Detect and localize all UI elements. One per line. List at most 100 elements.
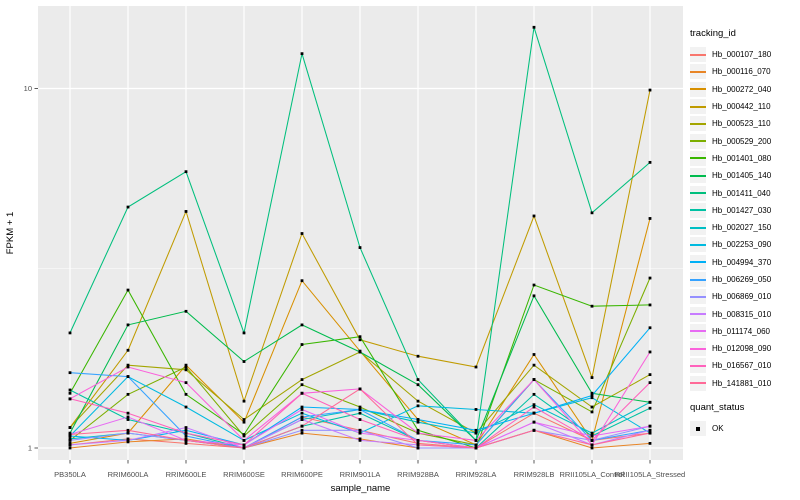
data-point xyxy=(242,399,246,403)
legend-item: Hb_000529_200 xyxy=(690,132,800,149)
y-axis-title: FPKM + 1 xyxy=(5,211,16,255)
data-point xyxy=(358,338,362,342)
data-point xyxy=(532,420,536,424)
data-point xyxy=(68,433,72,436)
data-point xyxy=(648,428,652,432)
data-point xyxy=(648,400,652,404)
legend-item: Hb_000442_110 xyxy=(690,98,800,115)
data-point xyxy=(590,394,594,397)
legend-item-label: Hb_008315_010 xyxy=(712,309,772,319)
data-point xyxy=(68,446,72,450)
legend-title-tracking-id: tracking_id xyxy=(690,28,736,39)
data-point xyxy=(242,438,246,442)
data-point xyxy=(648,88,652,92)
legend-key xyxy=(690,254,706,270)
legend-item-label: Hb_000442_110 xyxy=(712,102,771,112)
legend-item: Hb_001411_040 xyxy=(690,184,800,201)
data-point xyxy=(648,160,652,164)
legend-key xyxy=(690,289,706,305)
data-point xyxy=(126,323,130,327)
legend-key xyxy=(690,47,706,63)
legend-key xyxy=(690,272,706,287)
data-point xyxy=(242,331,246,335)
data-point xyxy=(648,406,652,410)
legend-item: Hb_002253_090 xyxy=(690,236,800,253)
legend-key xyxy=(690,116,706,132)
x-tick-label: RRIM600LE xyxy=(166,470,207,479)
data-point xyxy=(358,408,362,411)
data-point xyxy=(532,428,536,432)
data-point xyxy=(416,383,420,387)
data-point xyxy=(358,437,362,441)
data-point xyxy=(68,397,72,401)
data-point xyxy=(474,431,478,435)
data-point xyxy=(126,440,130,444)
legend-key-line xyxy=(690,330,706,333)
data-point xyxy=(68,391,72,395)
x-tick-label: RRIM600SE xyxy=(223,470,265,479)
data-point xyxy=(358,246,362,249)
data-point xyxy=(474,365,478,369)
legend-key-line xyxy=(690,174,706,177)
legend-item: Hb_008315_010 xyxy=(690,305,800,322)
data-point xyxy=(184,363,188,367)
legend-key xyxy=(690,375,706,391)
data-point xyxy=(68,426,72,429)
x-tick-label: RRIM901LA xyxy=(340,470,381,479)
data-point xyxy=(532,283,536,287)
data-point xyxy=(532,294,536,298)
data-point xyxy=(68,434,72,438)
legend-item-label: Hb_011174_060 xyxy=(712,326,770,336)
data-point xyxy=(184,368,188,372)
legend-key-line xyxy=(690,157,706,160)
data-point xyxy=(300,428,304,432)
legend-key-line xyxy=(690,278,706,281)
legend-item: Hb_001405_140 xyxy=(690,167,800,184)
data-point xyxy=(648,217,652,220)
data-point xyxy=(126,348,130,352)
data-point xyxy=(242,420,246,424)
legend-key-line xyxy=(690,122,706,125)
legend-key-line xyxy=(690,313,706,316)
legend-key-line xyxy=(690,364,706,367)
data-point xyxy=(590,434,594,438)
data-point xyxy=(126,411,130,415)
data-point xyxy=(68,441,72,445)
legend-item: Hb_000523_110 xyxy=(690,115,800,132)
data-point xyxy=(358,418,362,421)
legend-key xyxy=(690,237,706,253)
data-point xyxy=(126,375,130,378)
data-point xyxy=(242,360,246,363)
data-point xyxy=(416,441,420,445)
data-point xyxy=(358,350,362,354)
data-point xyxy=(242,433,246,436)
data-point xyxy=(590,396,594,400)
data-point xyxy=(358,438,362,442)
legend-item-label: Hb_016567_010 xyxy=(712,361,772,371)
data-point xyxy=(648,441,652,445)
data-point xyxy=(184,426,188,429)
data-point xyxy=(126,428,130,432)
data-point xyxy=(474,408,478,411)
data-point xyxy=(300,405,304,409)
legend-key-line xyxy=(690,295,706,298)
legend-key-point xyxy=(696,426,700,431)
data-point xyxy=(532,25,536,29)
data-point xyxy=(300,232,304,235)
data-point xyxy=(648,276,652,280)
data-point xyxy=(590,410,594,414)
data-point xyxy=(416,418,420,421)
data-point xyxy=(590,446,594,450)
legend-item-label: Hb_001427_030 xyxy=(712,205,772,215)
x-tick-label: RRIM600LA xyxy=(108,470,149,479)
data-point xyxy=(590,391,594,395)
legend-key-line xyxy=(690,105,706,108)
data-point xyxy=(126,431,130,435)
data-point xyxy=(126,418,130,421)
data-point xyxy=(126,437,130,441)
data-point xyxy=(416,399,420,403)
x-tick-label: RRIM928LB xyxy=(514,470,555,479)
legend-item-label: Hb_000116_070 xyxy=(712,67,771,77)
data-point xyxy=(532,411,536,415)
